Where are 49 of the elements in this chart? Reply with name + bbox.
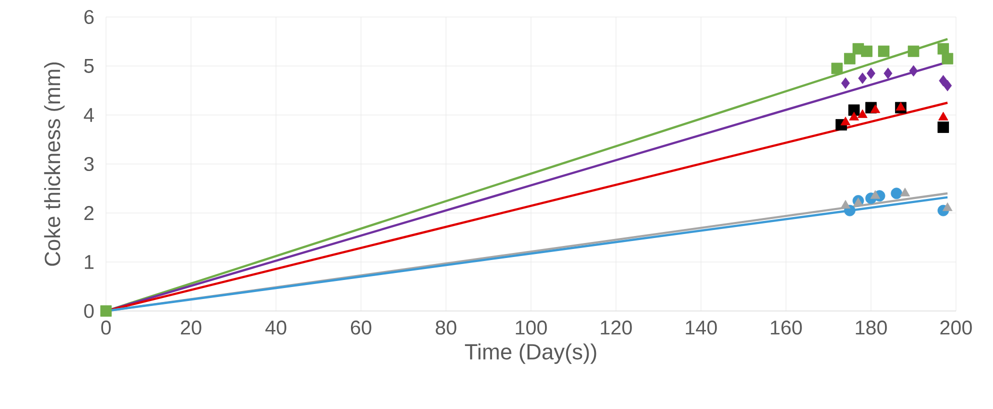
point bbox=[840, 200, 850, 209]
point bbox=[938, 74, 948, 86]
point bbox=[100, 305, 112, 317]
x-axis-title: Time (Day(s)) bbox=[464, 343, 596, 364]
x-tick-label: 140 bbox=[686, 320, 717, 335]
x-tick-label: 160 bbox=[770, 320, 802, 335]
point bbox=[831, 62, 843, 74]
y-tick-label: 1 bbox=[84, 255, 94, 269]
point bbox=[848, 104, 860, 116]
y-tick-label: 5 bbox=[84, 59, 94, 73]
point bbox=[853, 198, 864, 206]
point bbox=[900, 188, 910, 196]
point bbox=[938, 122, 949, 133]
point bbox=[938, 112, 948, 120]
point bbox=[890, 188, 902, 200]
x-tick-label: 80 bbox=[436, 320, 456, 335]
point bbox=[908, 46, 920, 57]
point bbox=[878, 46, 890, 57]
point bbox=[938, 43, 949, 55]
x-tick-label: 0 bbox=[101, 320, 111, 335]
point bbox=[942, 52, 954, 64]
x-tick-label: 180 bbox=[856, 320, 887, 335]
x-tick-label: 200 bbox=[940, 320, 972, 335]
point bbox=[884, 68, 892, 80]
point bbox=[841, 77, 850, 89]
point bbox=[858, 109, 868, 118]
y-axis-title: Coke thickness (mm) bbox=[44, 62, 65, 266]
y-tick-label: 4 bbox=[84, 108, 94, 122]
y-tick-label: 2 bbox=[84, 206, 94, 220]
point bbox=[870, 104, 880, 114]
point bbox=[942, 202, 952, 212]
point bbox=[870, 190, 880, 199]
point bbox=[844, 52, 856, 64]
point bbox=[840, 116, 850, 126]
x-tick-label: 40 bbox=[265, 320, 286, 335]
x-tick-label: 100 bbox=[516, 320, 547, 335]
point bbox=[896, 102, 906, 111]
y-tick-label: 3 bbox=[84, 156, 94, 172]
point bbox=[858, 72, 867, 84]
x-tick-label: 120 bbox=[600, 320, 632, 335]
y-tick-label: 0 bbox=[84, 304, 94, 318]
x-tick-label: 20 bbox=[180, 320, 202, 335]
x-tick-label: 60 bbox=[350, 320, 372, 335]
point bbox=[909, 65, 918, 77]
point bbox=[849, 112, 859, 120]
point bbox=[866, 68, 876, 80]
point bbox=[861, 46, 872, 57]
y-tick-label: 6 bbox=[84, 10, 94, 24]
point bbox=[943, 80, 952, 92]
